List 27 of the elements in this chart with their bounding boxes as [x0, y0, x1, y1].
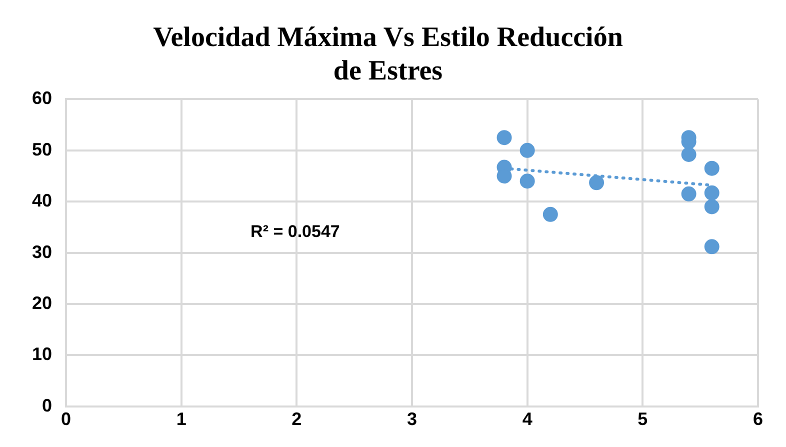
y-tick-label: 20 — [32, 292, 52, 313]
x-tick-label: 5 — [638, 409, 648, 430]
point — [520, 174, 535, 189]
point — [704, 199, 720, 214]
point — [589, 175, 604, 190]
point — [496, 130, 512, 146]
y-tick-label: 30 — [32, 242, 52, 262]
point — [681, 146, 696, 162]
point — [704, 160, 720, 176]
chart-title: Velocidad Máxima Vs Estilo Reducción de Estres — [153, 22, 624, 87]
point — [704, 239, 720, 254]
x-tick-label: 2 — [292, 409, 302, 430]
point — [704, 185, 720, 200]
point — [520, 142, 535, 158]
point — [681, 186, 696, 202]
x-tick-label: 3 — [407, 409, 418, 430]
y-tick-label: 0 — [42, 395, 52, 416]
y-tick-label: 50 — [32, 139, 52, 160]
x-tick-label: 4 — [522, 409, 532, 430]
x-tick-label: 6 — [752, 409, 764, 430]
y-tick-label: 60 — [32, 88, 52, 108]
y-tick-label: 10 — [32, 344, 52, 364]
x-tick-label: 0 — [61, 409, 72, 430]
annotation: R² = 0.0547 — [250, 222, 340, 242]
x-tick-label: 1 — [176, 409, 186, 430]
point — [542, 206, 558, 222]
y-tick-label: 40 — [32, 190, 52, 211]
